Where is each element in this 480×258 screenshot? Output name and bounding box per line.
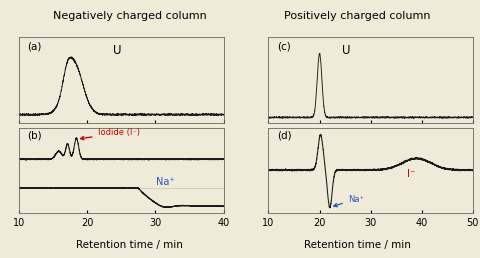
Text: Negatively charged column: Negatively charged column — [53, 11, 206, 21]
Text: Na⁺: Na⁺ — [334, 195, 364, 207]
Text: (a): (a) — [27, 42, 42, 52]
Text: Na⁺: Na⁺ — [156, 177, 175, 187]
Text: Positively charged column: Positively charged column — [284, 11, 431, 21]
Text: U: U — [342, 44, 350, 57]
Text: Retention time / min: Retention time / min — [304, 240, 411, 250]
Text: U: U — [113, 44, 122, 57]
Text: (d): (d) — [276, 130, 291, 140]
Text: (c): (c) — [276, 42, 290, 52]
Text: I⁻: I⁻ — [408, 169, 416, 179]
Text: Iodide (I⁻): Iodide (I⁻) — [81, 128, 140, 140]
Text: Retention time / min: Retention time / min — [76, 240, 183, 250]
Text: (b): (b) — [27, 130, 42, 140]
